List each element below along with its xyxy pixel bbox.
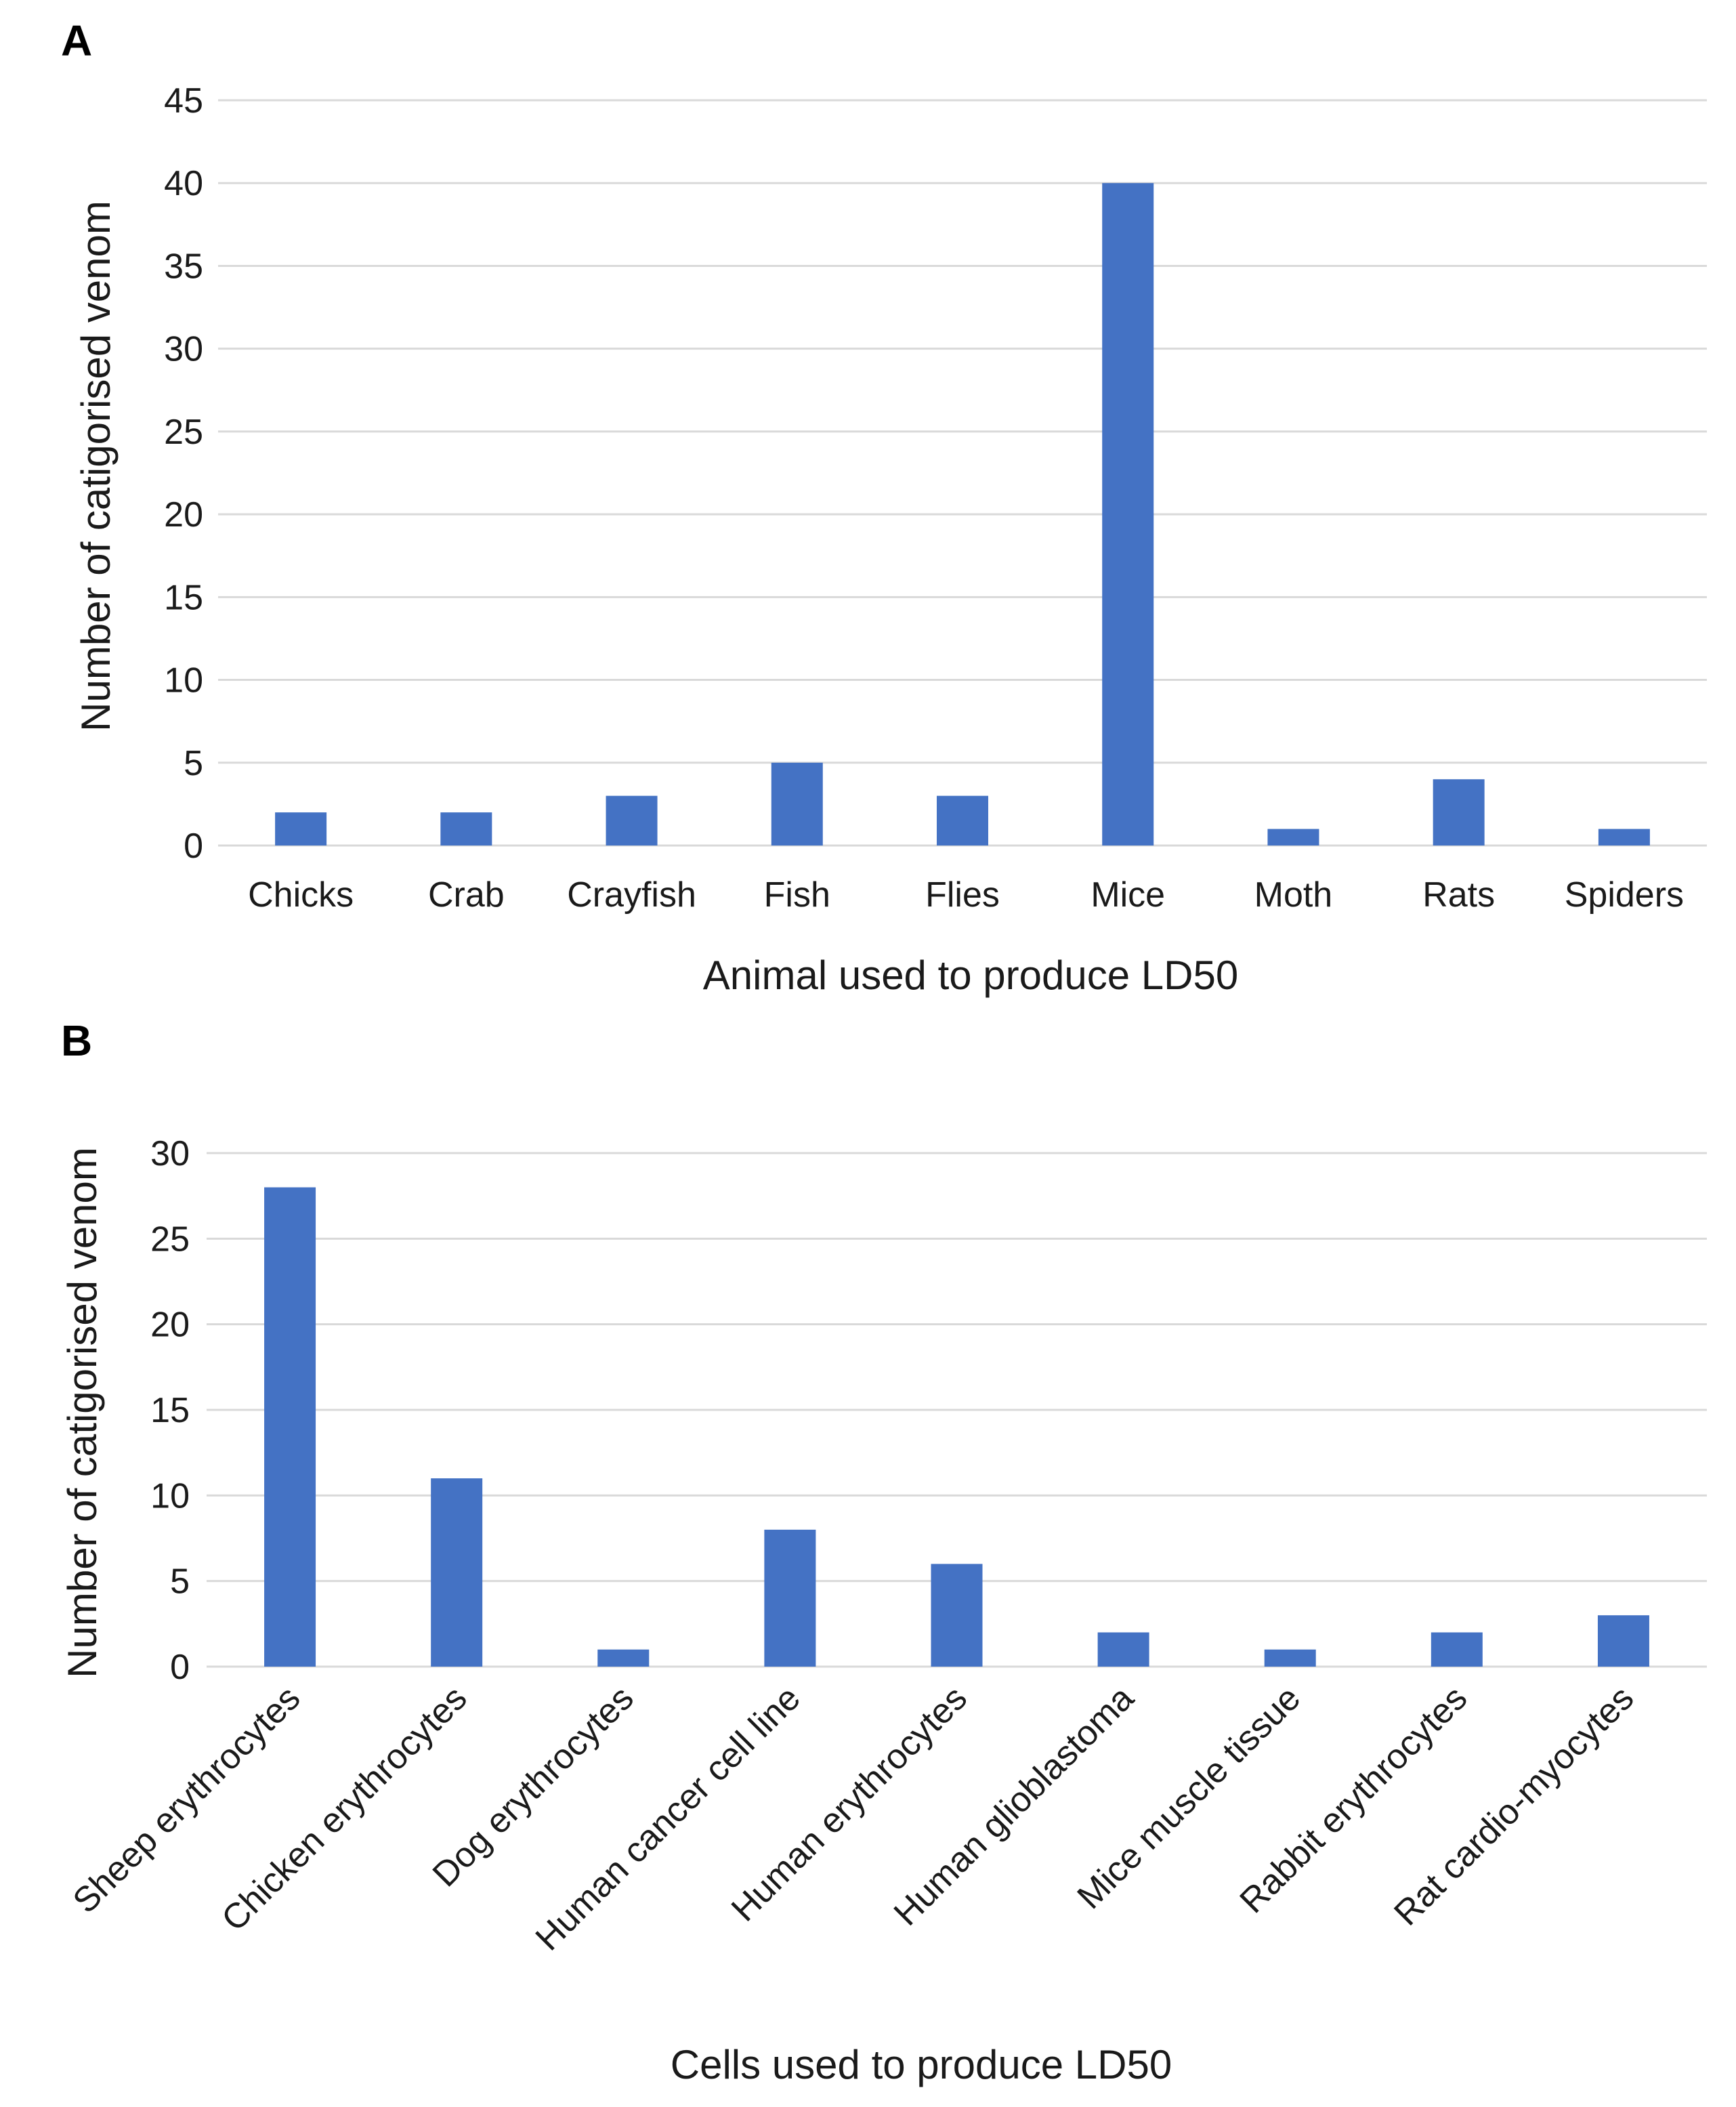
x-tick-label: Mice — [1091, 875, 1165, 915]
bar — [1267, 829, 1319, 846]
panel-a-x-ticks: Chicks Crab Crayfish Fish Flies Mice Moth Rats S… — [248, 875, 1684, 915]
y-tick-label: 0 — [184, 827, 203, 866]
y-tick-label: 0 — [170, 1648, 190, 1687]
y-tick-label: 30 — [150, 1134, 190, 1173]
x-tick-label: Chicks — [248, 875, 354, 915]
panel-a-gridlines — [218, 99, 1707, 847]
bar — [606, 795, 658, 846]
bar — [771, 762, 823, 846]
x-tick-label: Moth — [1254, 875, 1333, 915]
x-tick-label: Spiders — [1565, 875, 1684, 915]
y-tick-label: 20 — [150, 1306, 190, 1345]
panel-a-y-ticks: 0 5 10 15 20 25 30 35 40 45 — [164, 81, 203, 866]
y-tick-label: 10 — [164, 661, 203, 701]
panel-b-label: B — [61, 1016, 92, 1065]
panel-b-x-axis-title: Cells used to produce LD50 — [671, 2042, 1172, 2087]
y-tick-label: 40 — [164, 164, 203, 203]
panel-a-label: A — [61, 16, 92, 65]
bar — [275, 812, 327, 846]
bar — [1097, 1632, 1149, 1667]
x-tick-label: Fish — [764, 875, 830, 915]
y-tick-label: 10 — [150, 1476, 190, 1516]
panel-a-x-axis-title: Animal used to produce LD50 — [703, 953, 1239, 998]
panel-b-y-ticks: 0 5 10 15 20 25 30 — [150, 1134, 190, 1687]
panel-b-chart: B 0 5 10 15 20 25 30 Sheep erythrocytesChicken… — [60, 1016, 1707, 2087]
bar — [1597, 1615, 1649, 1667]
y-tick-label: 45 — [164, 81, 203, 121]
x-tick-label: Flies — [925, 875, 1000, 915]
bar — [1433, 779, 1485, 846]
x-tick-label: Human cancer cell line — [528, 1678, 808, 1958]
panel-a-y-axis-title: Number of catigorised venom — [73, 201, 119, 732]
bar — [1102, 183, 1154, 846]
bar — [440, 812, 492, 846]
bar — [1264, 1649, 1316, 1667]
panel-b-bars — [264, 1187, 1649, 1667]
y-tick-label: 35 — [164, 247, 203, 286]
y-tick-label: 20 — [164, 495, 203, 535]
panel-b-y-axis-title: Number of catigorised venom — [60, 1147, 105, 1678]
y-tick-label: 30 — [164, 330, 203, 369]
panel-a-bars — [275, 183, 1650, 846]
y-tick-label: 15 — [164, 578, 203, 617]
y-tick-label: 5 — [184, 744, 203, 783]
panel-a-chart: A 0 5 10 15 20 25 30 35 40 45 Chicks Crab Crayfish F… — [61, 16, 1707, 998]
bar — [937, 795, 988, 846]
y-tick-label: 5 — [170, 1562, 190, 1602]
y-tick-label: 25 — [150, 1219, 190, 1259]
bar — [431, 1478, 483, 1667]
x-tick-label: Crayfish — [567, 875, 696, 915]
bar — [1598, 829, 1650, 846]
bar — [931, 1564, 983, 1667]
bar — [264, 1187, 316, 1667]
y-tick-label: 25 — [164, 413, 203, 452]
x-tick-label: Rats — [1422, 875, 1495, 915]
bar — [1431, 1632, 1483, 1667]
y-tick-label: 15 — [150, 1391, 190, 1430]
x-tick-label: Crab — [428, 875, 505, 915]
bar — [764, 1529, 816, 1667]
bar — [597, 1649, 650, 1667]
